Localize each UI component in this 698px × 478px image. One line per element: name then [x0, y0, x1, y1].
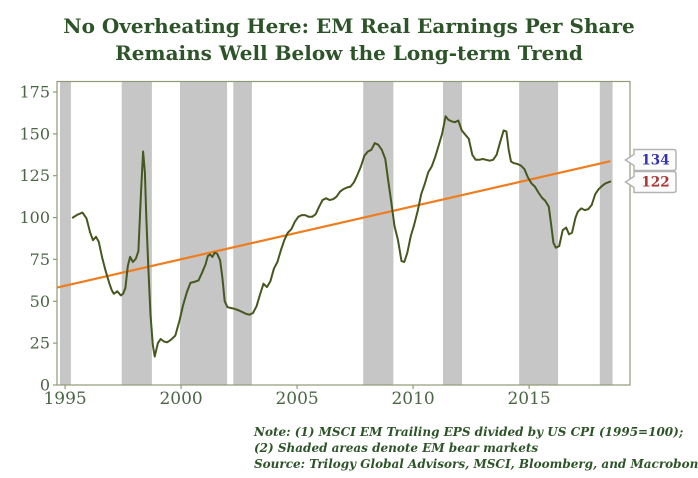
x-tick-label: 1995 [43, 389, 86, 409]
plot-frame [56, 80, 631, 386]
bear-market-band [363, 81, 394, 385]
footnote: Note: (1) MSCI EM Trailing EPS divided b… [254, 424, 698, 472]
chart-title-line1: No Overheating Here: EM Real Earnings Pe… [63, 14, 635, 38]
y-tick-label: 50 [30, 292, 50, 311]
footnote-line1: Note: (1) MSCI EM Trailing EPS divided b… [254, 425, 684, 439]
y-tick-label: 0 [40, 376, 50, 395]
bear-market-band [180, 81, 228, 385]
series-value-flag-label: 122 [641, 175, 669, 191]
trend-value-flag-label: 134 [641, 153, 669, 169]
series-value-flag [624, 170, 677, 194]
chart-title: No Overheating Here: EM Real Earnings Pe… [0, 13, 698, 67]
y-tick-label: 100 [19, 208, 50, 227]
footnote-line3: Source: Trilogy Global Advisors, MSCI, B… [254, 457, 698, 471]
x-axis: 1995 2000 2005 2010 2015 [43, 385, 551, 409]
eps-series-line [71, 115, 612, 358]
trend-value-flag [624, 148, 677, 172]
y-tick-label: 150 [19, 124, 50, 143]
bear-market-band [443, 81, 462, 385]
y-tick-label: 125 [19, 166, 50, 185]
x-tick-label: 2015 [507, 389, 550, 409]
bear-market-band [233, 81, 252, 385]
y-axis: 0 25 50 75 100 125 150 175 [19, 83, 57, 395]
y-tick-label: 75 [30, 250, 50, 269]
bear-market-bands [60, 81, 613, 385]
value-flags: 134 122 [624, 148, 677, 194]
y-tick-label: 175 [19, 83, 50, 102]
x-tick-label: 2000 [159, 389, 202, 409]
x-tick-label: 2010 [391, 389, 434, 409]
x-tick-label: 2005 [275, 389, 318, 409]
y-tick-label: 25 [30, 334, 50, 353]
chart-title-line2: Remains Well Below the Long-term Trend [115, 41, 583, 65]
bear-market-band [599, 81, 613, 385]
footnote-line2: (2) Shaded areas denote EM bear markets [254, 441, 539, 455]
bear-market-band [60, 81, 71, 385]
